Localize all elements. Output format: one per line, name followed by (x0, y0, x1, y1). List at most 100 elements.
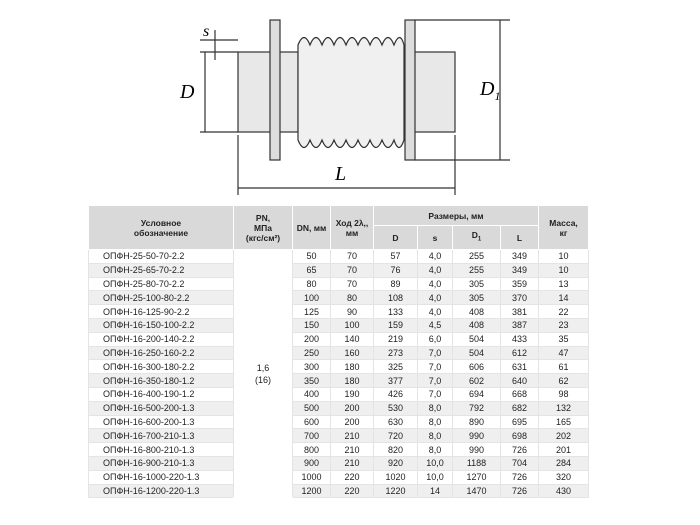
designation-cell: ОПФН-16-600-200-1.3 (88, 414, 234, 430)
s-cell: 10,0 (417, 469, 453, 485)
table-row: ОПФН-25-50-70-2.2 1,6 (16) 50 70 57 4,0 255 349 1… (88, 248, 589, 499)
d1-cell: 504 (452, 331, 501, 347)
s-cell: 4,0 (417, 262, 453, 278)
header-name: Условное обозначение (88, 205, 234, 250)
l-cell: 726 (500, 469, 539, 485)
d-cell: 920 (373, 455, 418, 471)
designation-cell: ОПФН-16-700-210-1.3 (88, 428, 234, 444)
stroke-cell: 90 (330, 304, 374, 319)
designation-cell: ОПФН-16-350-180-1.2 (88, 373, 234, 388)
l-cell: 726 (500, 442, 539, 457)
table-row: ОПФН-16-500-200-1.3 500 200 530 8,0 792 682 132 (88, 400, 589, 416)
mass-cell: 14 (538, 290, 589, 306)
s-cell: 4,0 (417, 249, 453, 264)
table-row: ОПФН-16-300-180-2.2 300 180 325 7,0 606 631 61 (88, 359, 589, 375)
s-label: s (203, 23, 209, 40)
l-cell: 349 (500, 262, 539, 278)
mass-cell: 202 (538, 428, 589, 444)
designation-cell: ОПФН-16-1000-220-1.3 (88, 469, 234, 485)
s-cell: 8,0 (417, 400, 453, 416)
d1-cell: 255 (452, 249, 501, 264)
header-pn: PN, МПа (кгс/см²) (233, 205, 293, 250)
header-dn: DN, мм (292, 205, 331, 250)
dn-cell: 300 (292, 359, 331, 375)
d-cell: 273 (373, 345, 418, 361)
compensator-drawing: s D D1 L (179, 19, 510, 195)
dn-cell: 150 (292, 317, 331, 333)
mass-cell: 47 (538, 345, 589, 361)
d-cell: 426 (373, 386, 418, 402)
table-row: ОПФН-16-150-100-2.2 150 100 159 4,5 408 387 23 (88, 317, 589, 333)
table-row: ОПФН-25-80-70-2.2 80 70 89 4,0 305 359 13 (88, 276, 589, 292)
stroke-cell: 200 (330, 414, 374, 430)
dn-cell: 50 (292, 249, 331, 264)
s-cell: 4,0 (417, 304, 453, 319)
s-cell: 7,0 (417, 345, 453, 361)
table-row: ОПФН-16-125-90-2.2 125 90 133 4,0 408 381 22 (88, 304, 589, 319)
stroke-cell: 70 (330, 249, 374, 264)
stroke-cell: 210 (330, 455, 374, 471)
table-row: ОПФН-16-900-210-1.3 900 210 920 10,0 1188 704 2… (88, 455, 589, 471)
mass-cell: 10 (538, 262, 589, 278)
mass-cell: 61 (538, 359, 589, 375)
stroke-cell: 210 (330, 442, 374, 457)
stroke-cell: 200 (330, 400, 374, 416)
d-cell: 820 (373, 442, 418, 457)
table-row: ОПФН-16-700-210-1.3 700 210 720 8,0 990 698 202 (88, 428, 589, 444)
l-cell: 695 (500, 414, 539, 430)
d1-cell: 1270 (452, 469, 501, 485)
d1-cell: 408 (452, 304, 501, 319)
d1-cell: 694 (452, 386, 501, 402)
l-cell: 726 (500, 483, 539, 499)
d-cell: 325 (373, 359, 418, 375)
designation-cell: ОПФН-25-65-70-2.2 (88, 262, 234, 278)
dn-cell: 900 (292, 455, 331, 471)
l-cell: 349 (500, 249, 539, 264)
stroke-cell: 80 (330, 290, 374, 306)
d-cell: 1220 (373, 483, 418, 499)
mass-cell: 284 (538, 455, 589, 471)
l-label: L (334, 163, 346, 185)
table-row: ОПФН-16-800-210-1.3 800 210 820 8,0 990 726 201 (88, 442, 589, 457)
d1-cell: 606 (452, 359, 501, 375)
designation-cell: ОПФН-16-250-160-2.2 (88, 345, 234, 361)
bellows (297, 36, 405, 149)
header-l: L (500, 225, 539, 250)
d1-cell: 504 (452, 345, 501, 361)
mass-cell: 35 (538, 331, 589, 347)
d1-cell: 890 (452, 414, 501, 430)
s-cell: 14 (417, 483, 453, 499)
s-cell: 4,0 (417, 290, 453, 306)
table-row: ОПФН-16-1000-220-1.3 1000 220 1020 10,0 1270 7… (88, 469, 589, 485)
s-cell: 8,0 (417, 442, 453, 457)
dn-cell: 80 (292, 276, 331, 292)
s-cell: 4,0 (417, 276, 453, 292)
table-row: ОПФН-16-600-200-1.3 600 200 630 8,0 890 695 165 (88, 414, 589, 430)
designation-cell: ОПФН-16-800-210-1.3 (88, 442, 234, 457)
mass-cell: 98 (538, 386, 589, 402)
s-cell: 7,0 (417, 386, 453, 402)
pn-value: 1,6 (16) (233, 248, 293, 499)
l-cell: 359 (500, 276, 539, 292)
d1-cell: 305 (452, 290, 501, 306)
stroke-cell: 190 (330, 386, 374, 402)
dn-cell: 250 (292, 345, 331, 361)
header-d1: D1 (452, 225, 501, 250)
l-cell: 668 (500, 386, 539, 402)
l-cell: 631 (500, 359, 539, 375)
d-cell: 219 (373, 331, 418, 347)
d1-label: D1 (479, 78, 500, 103)
left-flange (269, 19, 281, 161)
stroke-cell: 180 (330, 359, 374, 375)
designation-cell: ОПФН-25-50-70-2.2 (88, 249, 234, 264)
mass-cell: 22 (538, 304, 589, 319)
designation-cell: ОПФН-16-400-190-1.2 (88, 386, 234, 402)
header-mass: Масса, кг (538, 205, 589, 250)
table-row: ОПФН-16-250-160-2.2 250 160 273 7,0 504 612 47 (88, 345, 589, 361)
dn-cell: 65 (292, 262, 331, 278)
d-cell: 108 (373, 290, 418, 306)
s-cell: 4,5 (417, 317, 453, 333)
stroke-cell: 210 (330, 428, 374, 444)
d1-cell: 990 (452, 428, 501, 444)
designation-cell: ОПФН-16-125-90-2.2 (88, 304, 234, 319)
